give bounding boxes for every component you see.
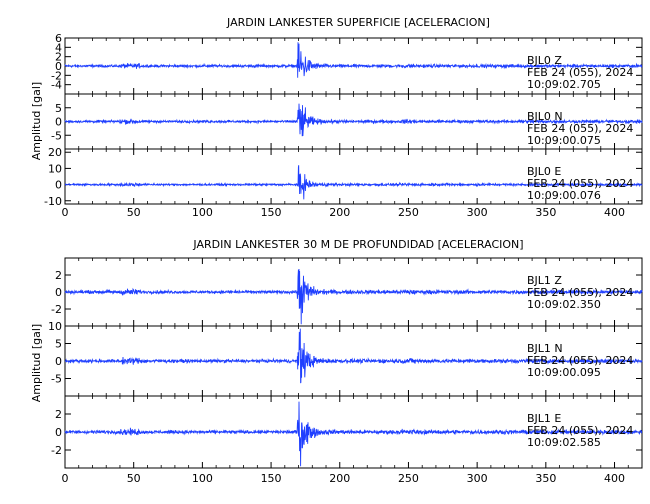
waveform-bjl1-z: [64, 268, 643, 325]
station-time: 10:09:02.585: [527, 436, 601, 449]
station-time: 10:09:02.350: [527, 298, 601, 311]
x-tick-label: 300: [467, 472, 488, 485]
station-date: FEB 24 (055), 2024: [527, 354, 633, 367]
station-name: BJL1 Z: [527, 274, 562, 287]
y-tick-label: 5: [55, 338, 62, 351]
y-tick-label: 20: [48, 146, 62, 159]
x-tick-label: 100: [192, 206, 213, 219]
y-axis-label-1: Amplitud [gal]: [30, 82, 43, 160]
x-tick-label: 400: [604, 472, 625, 485]
waveform-bjl0-n: [64, 103, 643, 137]
y-tick-label: 10: [48, 320, 62, 333]
y-tick-label: -4: [51, 79, 62, 92]
y-tick-label: 0: [55, 179, 62, 192]
x-tick-label: 150: [261, 206, 282, 219]
station-name: BJL0 Z: [527, 54, 562, 67]
y-tick-label: 2: [55, 269, 62, 282]
station-date: FEB 24 (055), 2024: [527, 424, 633, 437]
y-tick-label: -2: [51, 303, 62, 316]
waveform-bjl1-e: [64, 401, 643, 467]
x-tick-label: 350: [535, 472, 556, 485]
x-tick-label: 200: [329, 472, 350, 485]
y-tick-label: -2: [51, 444, 62, 457]
x-tick-label: 200: [329, 206, 350, 219]
y-tick-label: 6: [55, 32, 62, 45]
x-tick-label: 0: [62, 206, 69, 219]
station-time: 10:09:00.095: [527, 366, 601, 379]
y-tick-label: 10: [48, 162, 62, 175]
station-time: 10:09:00.076: [527, 189, 601, 202]
station-date: FEB 24 (055), 2024: [527, 177, 633, 190]
y-tick-label: 0: [55, 60, 62, 73]
x-tick-label: 250: [398, 206, 419, 219]
x-tick-label: 350: [535, 206, 556, 219]
y-tick-label: -5: [51, 129, 62, 142]
y-tick-label: -2: [51, 69, 62, 82]
station-date: FEB 24 (055), 2024: [527, 66, 633, 79]
x-tick-label: 300: [467, 206, 488, 219]
x-tick-label: 100: [192, 472, 213, 485]
waveform-bjl0-z: [64, 42, 643, 78]
y-tick-label: 5: [55, 102, 62, 115]
y-axis-label-2: Amplitud [gal]: [30, 324, 43, 402]
y-tick-label: 0: [55, 355, 62, 368]
y-tick-label: 0: [55, 426, 62, 439]
station-name: BJL1 E: [527, 412, 561, 425]
station-name: BJL0 N: [527, 110, 563, 123]
station-time: 10:09:02.705: [527, 78, 601, 91]
x-tick-label: 150: [261, 472, 282, 485]
waveform-bjl0-e: [64, 165, 643, 200]
chart-title-2: JARDIN LANKESTER 30 M DE PROFUNDIDAD [AC…: [192, 238, 523, 251]
x-tick-label: 250: [398, 472, 419, 485]
station-date: FEB 24 (055), 2024: [527, 286, 633, 299]
chart-title-1: JARDIN LANKESTER SUPERFICIE [ACELERACION…: [226, 16, 490, 29]
station-name: BJL1 N: [527, 342, 563, 355]
y-tick-label: 2: [55, 408, 62, 421]
x-tick-label: 50: [127, 472, 141, 485]
x-tick-label: 50: [127, 206, 141, 219]
y-tick-label: 4: [55, 41, 62, 54]
y-tick-label: 0: [55, 286, 62, 299]
station-name: BJL0 E: [527, 165, 561, 178]
waveform-bjl1-n: [64, 328, 643, 384]
x-tick-label: 400: [604, 206, 625, 219]
y-tick-label: -5: [51, 373, 62, 386]
y-tick-label: -10: [44, 195, 62, 208]
x-tick-label: 0: [62, 472, 69, 485]
station-time: 10:09:00.075: [527, 134, 601, 147]
y-tick-label: 2: [55, 51, 62, 64]
station-date: FEB 24 (055), 2024: [527, 122, 633, 135]
y-tick-label: 0: [55, 116, 62, 129]
